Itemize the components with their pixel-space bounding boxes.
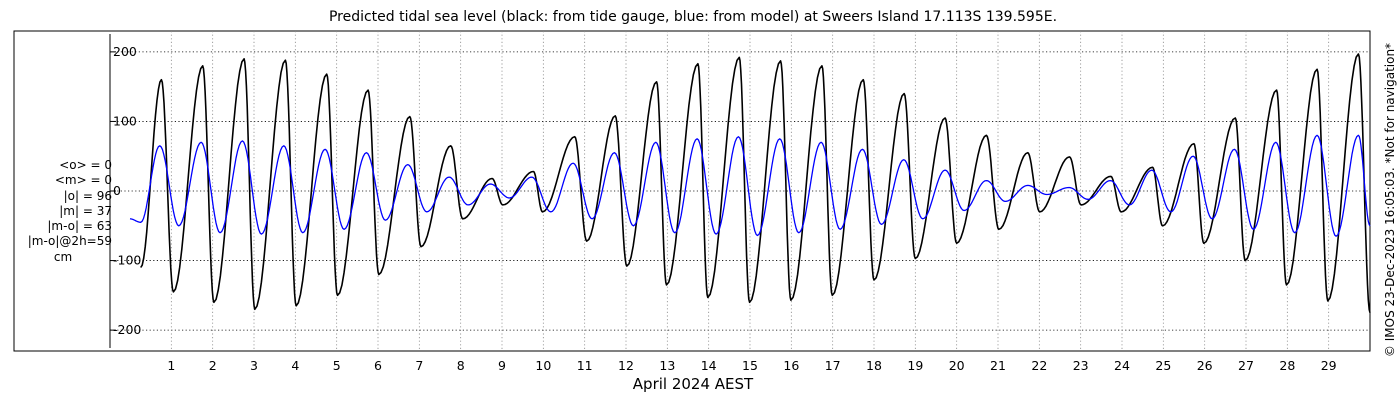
x-tick-label: 13 — [659, 358, 675, 373]
x-tick-label: 19 — [907, 358, 923, 373]
x-tick-label: 23 — [1073, 358, 1089, 373]
stat-abs-difference-2h: |m-o|@2h=59 — [27, 234, 112, 249]
x-tick-label: 29 — [1321, 358, 1337, 373]
y-tick-label: 200 — [113, 44, 137, 59]
x-tick-label: 2 — [209, 358, 217, 373]
stats-unit: cm — [53, 249, 73, 264]
x-tick-label: 27 — [1238, 358, 1254, 373]
x-tick-label: 10 — [535, 358, 551, 373]
x-tick-label: 4 — [291, 358, 299, 373]
stat-abs-difference: |m-o| = 63 — [47, 219, 112, 234]
copyright-note: © IMOS 23-Dec-2023 16:05:03. *Not for na… — [1383, 42, 1397, 358]
x-tick-label: 12 — [618, 358, 634, 373]
x-tick-label: 20 — [949, 358, 965, 373]
series-line-observed — [140, 53, 1371, 313]
outer-frame — [13, 30, 1371, 352]
series-lines — [129, 53, 1371, 313]
x-tick-label: 15 — [742, 358, 758, 373]
y-tick-label: -200 — [113, 322, 141, 337]
chart-title: Predicted tidal sea level (black: from t… — [328, 9, 1058, 25]
stats-box: <o> = 0 <m> = 0 |o| = 96 |m| = 37 |m-o| … — [0, 158, 112, 265]
x-tick-label: 28 — [1279, 358, 1295, 373]
x-tick-label: 22 — [1031, 358, 1047, 373]
x-axis-label: April 2024 AEST — [632, 375, 754, 393]
x-tick-label: 17 — [825, 358, 841, 373]
y-tick-label: 100 — [113, 113, 137, 128]
x-tick-label: 11 — [577, 358, 593, 373]
x-tick-label: 25 — [1155, 358, 1171, 373]
x-tick-label: 24 — [1114, 358, 1130, 373]
y-tick-label: -100 — [113, 253, 141, 268]
stat-mean-model: <m> = 0 — [54, 173, 112, 188]
x-tick-label: 18 — [866, 358, 882, 373]
stat-mean-observed: <o> = 0 — [59, 158, 112, 172]
x-tick-label: 3 — [250, 358, 258, 373]
x-tick-label: 5 — [333, 358, 341, 373]
y-axis-ticks: 200 100 0 -100 -200 — [110, 44, 141, 337]
x-tick-label: 9 — [498, 358, 506, 373]
stat-abs-observed: |o| = 96 — [63, 188, 112, 203]
stat-abs-model: |m| = 37 — [59, 203, 112, 218]
x-tick-label: 6 — [374, 358, 382, 373]
grid-lines — [110, 31, 1370, 351]
x-tick-label: 26 — [1197, 358, 1213, 373]
x-tick-label: 16 — [783, 358, 799, 373]
x-tick-label: 7 — [415, 358, 423, 373]
x-tick-label: 8 — [457, 358, 465, 373]
x-tick-label: 1 — [167, 358, 175, 373]
series-line-model — [129, 134, 1371, 237]
x-axis-ticks: 1 2 3 4 5 6 7 8 9 10 11 12 13 14 15 16 17 18 19 20 21 22 23 24 2… — [167, 358, 1336, 373]
x-tick-label: 21 — [990, 358, 1006, 373]
y-tick-label: 0 — [113, 183, 121, 198]
x-tick-label: 14 — [701, 358, 717, 373]
